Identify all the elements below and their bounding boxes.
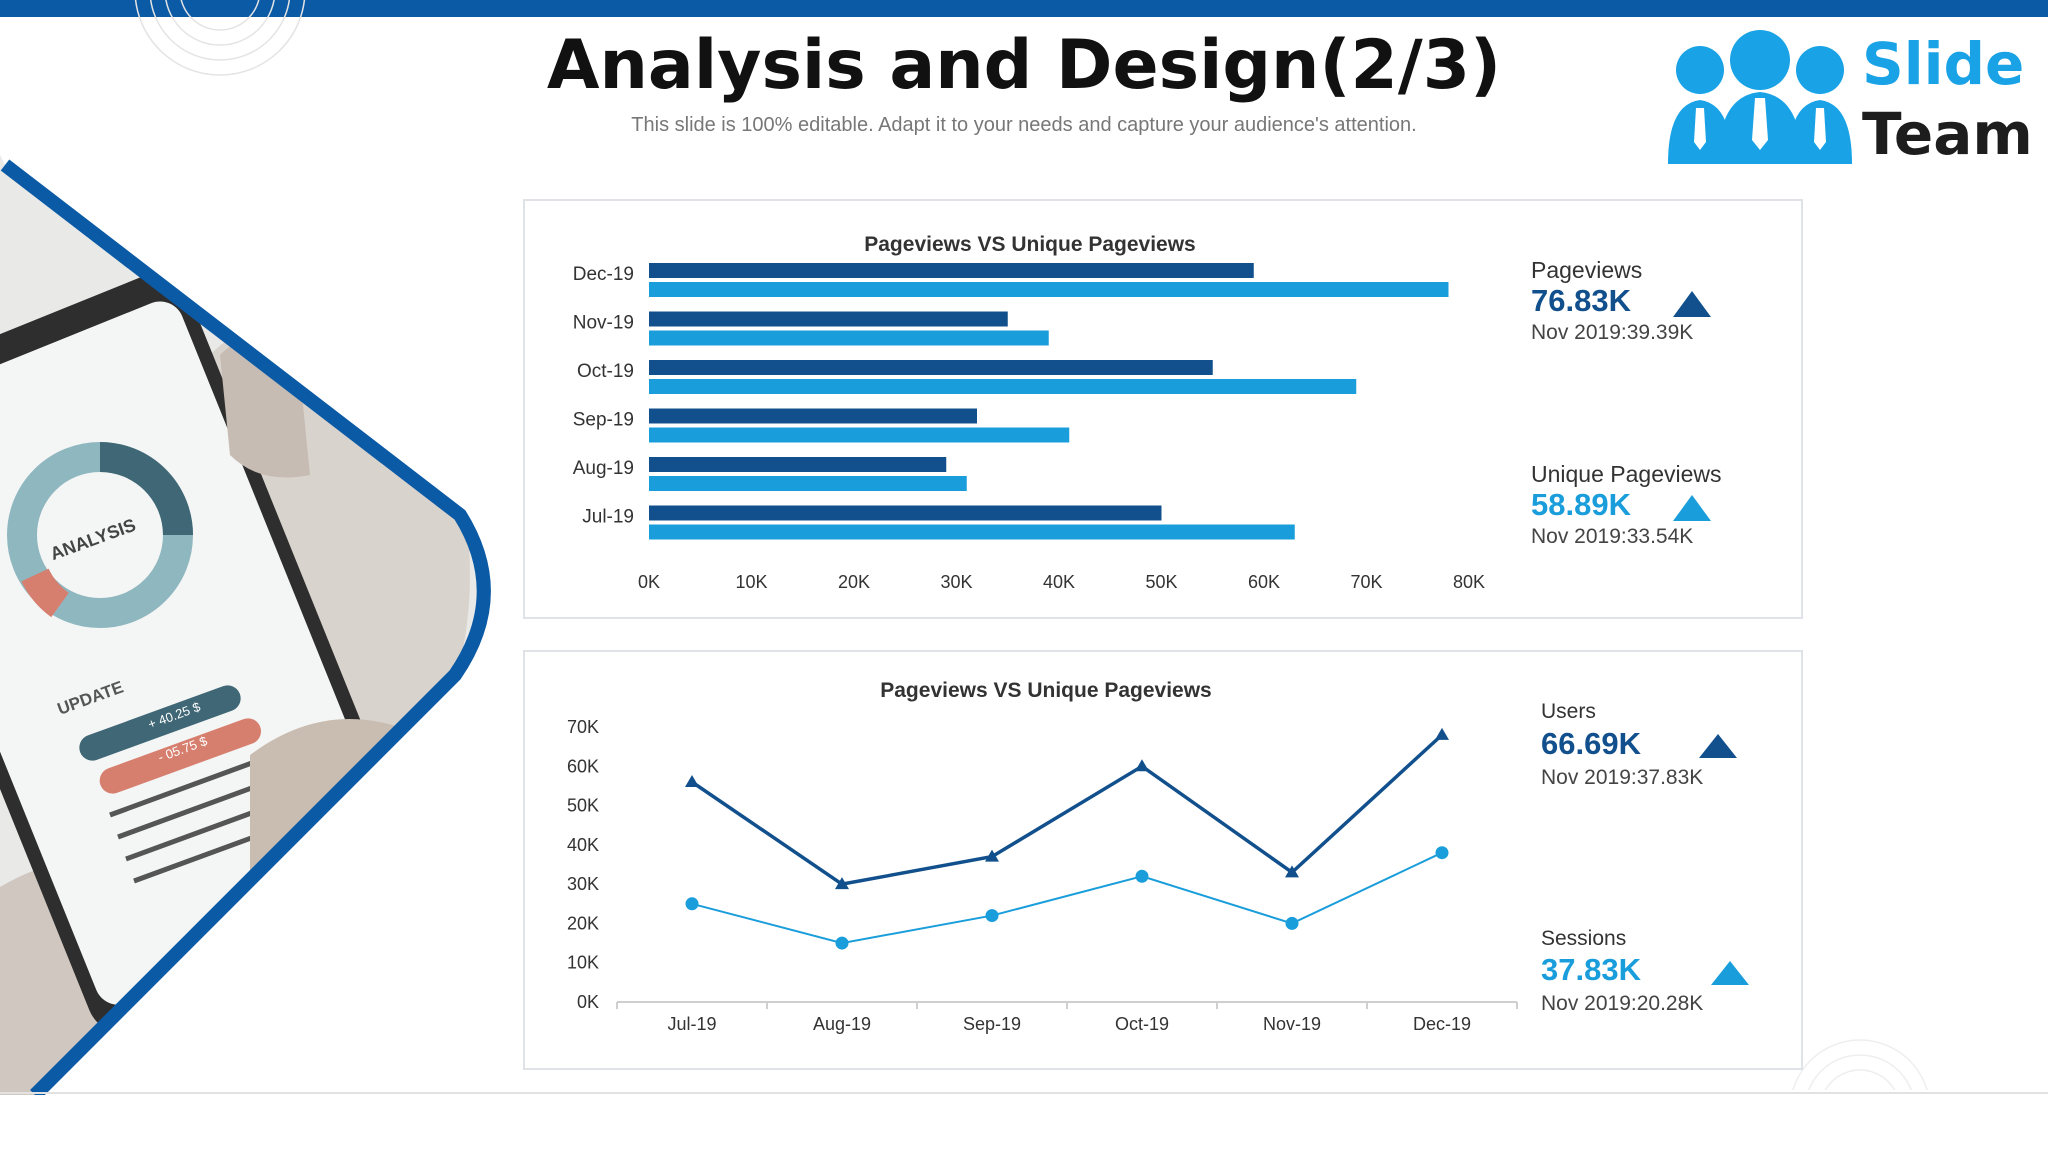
page-subtitle: This slide is 100% editable. Adapt it to…	[631, 114, 1417, 136]
logo-word-team: Team	[1862, 100, 2033, 168]
team-people-icon	[1668, 30, 1852, 164]
line-y-tick-label: 20K	[567, 913, 599, 933]
bar-dark-Oct-19	[649, 360, 1213, 375]
line-point-triangle	[1435, 727, 1449, 740]
users-up-triangle-icon	[1699, 734, 1737, 758]
unique-pageviews-previous: Nov 2019:33.54K	[1531, 525, 1694, 548]
pageviews-up-triangle-icon	[1673, 291, 1711, 317]
pageviews-label: Pageviews	[1531, 257, 1643, 283]
line-point-circle	[985, 909, 999, 923]
pageviews-value: 76.83K	[1531, 283, 1631, 318]
line-y-tick-label: 60K	[567, 756, 599, 776]
line-point-triangle	[1135, 759, 1149, 772]
line-point-circle	[1285, 916, 1299, 930]
line-chart: Pageviews VS Unique Pageviews 0K 10K 20K 30…	[567, 679, 1518, 1034]
line-y-tick-label: 0K	[577, 992, 599, 1012]
bar-light-Aug-19	[649, 476, 967, 491]
bar-x-tick-label: 80K	[1453, 572, 1485, 592]
decorative-circles	[134, 0, 306, 76]
line-y-tick-label: 40K	[567, 835, 599, 855]
slideteam-logo: Slide Team	[1660, 24, 2033, 174]
bar-x-tick-label: 30K	[940, 572, 972, 592]
line-point-circle	[685, 897, 699, 911]
bar-dark-Sep-19	[649, 408, 977, 424]
bottom-divider	[0, 1092, 2048, 1094]
bar-x-tick-label: 10K	[735, 572, 767, 592]
line-x-tick-label: Jul-19	[667, 1014, 716, 1034]
line-point-triangle	[1285, 865, 1299, 878]
bar-category-label: Sep-19	[573, 410, 634, 431]
bar-dark-Dec-19	[649, 263, 1254, 278]
bar-category-label: Nov-19	[573, 313, 634, 334]
bar-x-tick-label: 20K	[838, 572, 870, 592]
bar-light-Nov-19	[649, 330, 1049, 346]
sessions-label: Sessions	[1541, 927, 1627, 950]
top-accent-bar	[0, 0, 2048, 17]
decorative-circles-bottom	[1792, 1039, 1928, 1090]
bar-x-tick-label: 40K	[1043, 572, 1075, 592]
bar-chart: Pageviews VS Unique Pageviews Dec-19 Nov-…	[573, 233, 1485, 592]
bar-category-label: Oct-19	[577, 361, 634, 382]
phone-analysis-photo: ANALYSIS UPDATE + 40.25 $ - 05.75 $	[0, 155, 491, 1095]
sessions-up-triangle-icon	[1711, 961, 1749, 985]
users-previous: Nov 2019:37.83K	[1541, 766, 1704, 789]
line-point-circle	[835, 936, 849, 950]
sessions-previous: Nov 2019:20.28K	[1541, 992, 1704, 1015]
bar-light-Jul-19	[649, 524, 1295, 540]
bar-x-tick-label: 50K	[1145, 572, 1177, 592]
users-label: Users	[1541, 700, 1596, 723]
line-x-tick-label: Aug-19	[813, 1014, 871, 1034]
pageviews-previous: Nov 2019:39.39K	[1531, 321, 1694, 344]
bar-dark-Aug-19	[649, 457, 947, 472]
line-x-tick-label: Sep-19	[963, 1014, 1021, 1034]
page-title: Analysis and Design(2/3)	[546, 26, 1502, 105]
users-value: 66.69K	[1541, 726, 1641, 761]
line-chart-panel: Pageviews VS Unique Pageviews 0K 10K 20K 30…	[523, 650, 1803, 1070]
line-point-triangle	[685, 775, 699, 787]
line-chart-title: Pageviews VS Unique Pageviews	[880, 679, 1211, 702]
bar-light-Sep-19	[649, 427, 1070, 443]
bar-x-tick-label: 60K	[1248, 572, 1280, 592]
line-y-tick-label: 10K	[567, 953, 599, 973]
unique-pageviews-up-triangle-icon	[1673, 495, 1711, 521]
logo-word-slide: Slide	[1862, 30, 2025, 98]
bar-light-Oct-19	[649, 379, 1357, 394]
bar-dark-Jul-19	[649, 505, 1162, 521]
line-y-tick-label: 50K	[567, 796, 599, 816]
bar-chart-title: Pageviews VS Unique Pageviews	[864, 233, 1195, 256]
bar-x-tick-label: 70K	[1350, 572, 1382, 592]
line-point-circle	[1135, 869, 1149, 883]
bar-chart-panel: Pageviews VS Unique Pageviews Dec-19 Nov-…	[523, 199, 1803, 619]
line-point-circle	[1435, 846, 1449, 860]
line-x-tick-label: Dec-19	[1413, 1014, 1471, 1034]
line-y-tick-label: 30K	[567, 874, 599, 894]
line-y-tick-label: 70K	[567, 717, 599, 737]
unique-pageviews-label: Unique Pageviews	[1531, 461, 1722, 487]
bar-category-label: Aug-19	[573, 458, 634, 479]
line-series-light	[691, 851, 1443, 945]
bar-light-Dec-19	[649, 282, 1449, 297]
unique-pageviews-value: 58.89K	[1531, 487, 1631, 522]
line-point-triangle	[835, 877, 849, 890]
bar-x-tick-label: 0K	[638, 572, 660, 592]
line-series-dark	[691, 733, 1444, 886]
bar-dark-Nov-19	[649, 311, 1008, 327]
bar-category-label: Jul-19	[582, 507, 634, 528]
line-point-triangle	[985, 849, 999, 862]
sessions-value: 37.83K	[1541, 952, 1641, 987]
bar-category-label: Dec-19	[573, 264, 634, 285]
line-x-tick-label: Nov-19	[1263, 1014, 1321, 1034]
line-x-tick-label: Oct-19	[1115, 1014, 1169, 1034]
